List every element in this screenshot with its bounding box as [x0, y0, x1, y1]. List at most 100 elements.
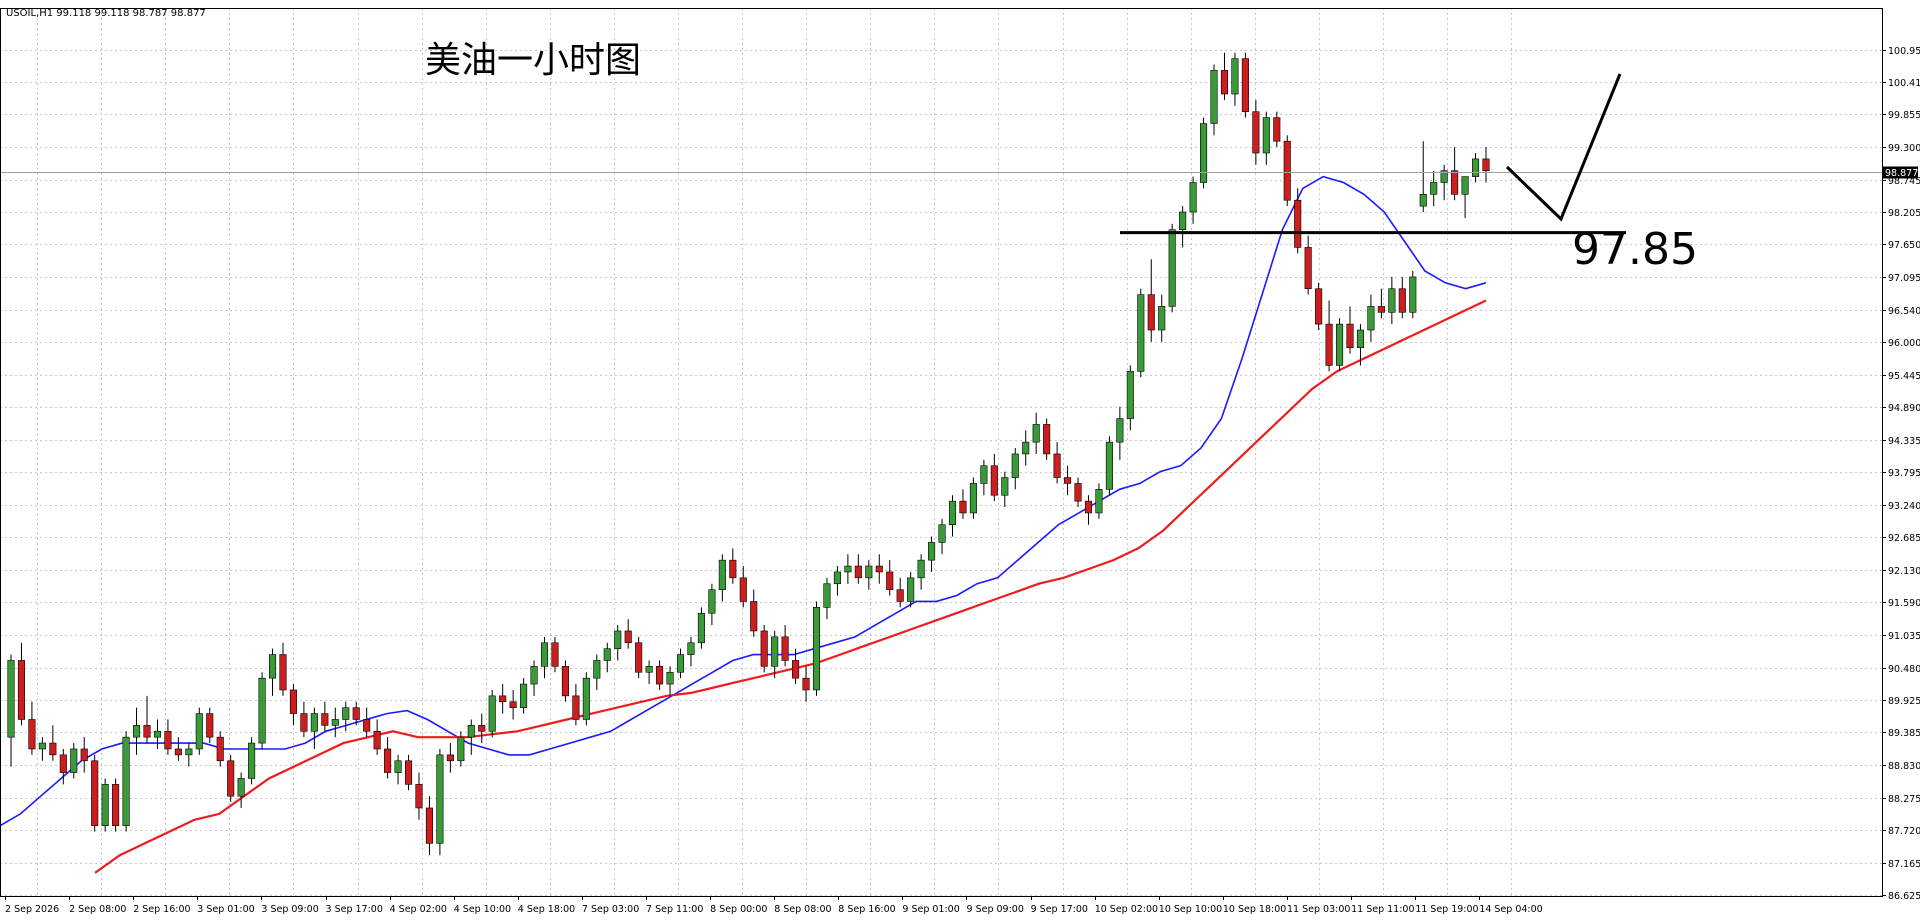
candle-bear: [1304, 247, 1312, 290]
y-tick-label: 86.625: [1888, 891, 1920, 902]
candle-bull: [1158, 306, 1166, 331]
candle-bear: [289, 689, 297, 714]
candle-bear: [1283, 140, 1291, 201]
y-tick-label: 87.165: [1888, 859, 1920, 870]
candle-bull: [823, 583, 831, 608]
time-axis[interactable]: 2 Sep 2026 2 Sep 08:00 2 Sep 16:00 3 Sep 01…: [5, 896, 1543, 915]
candle-bull: [1471, 158, 1480, 177]
candle-bear: [1346, 323, 1354, 349]
candle-bull: [771, 636, 779, 667]
y-tick-label: 92.130: [1888, 566, 1920, 577]
y-tick-label: 97.095: [1888, 273, 1920, 284]
x-tick-label: 10 Sep 18:00: [1223, 904, 1286, 915]
candle-bear: [164, 730, 172, 750]
y-tick-label: 96.540: [1888, 306, 1920, 317]
candle-bear: [1377, 306, 1385, 313]
candle-bull: [488, 695, 496, 732]
candle-bear: [174, 748, 182, 756]
candle-bull: [195, 713, 203, 750]
chart-header: USOIL,H1 99.118 99.118 98.787 98.877: [6, 8, 206, 19]
candle-bull: [153, 730, 161, 738]
candle-bear: [572, 695, 580, 720]
candle-bear: [80, 748, 88, 762]
candle-bear: [143, 725, 151, 738]
current-price-marker: [1882, 166, 1918, 179]
y-tick-label: 100.410: [1888, 78, 1920, 89]
candle-bear: [91, 760, 99, 826]
candle-bull: [1105, 441, 1113, 490]
y-tick-label: 97.650: [1888, 240, 1920, 251]
candle-bear: [112, 784, 120, 826]
candle-bear: [1084, 500, 1093, 514]
y-tick-label: 88.830: [1888, 761, 1920, 772]
candle-bear: [875, 565, 883, 573]
x-tick-label: 9 Sep 17:00: [1031, 904, 1088, 915]
candle-bear: [404, 760, 413, 785]
x-tick-label: 2 Sep 16:00: [133, 904, 190, 915]
candle-bear: [279, 654, 287, 691]
candle-bear: [1273, 117, 1281, 142]
candle-bull: [530, 666, 538, 685]
candle-bear: [415, 784, 423, 809]
candle-bear: [854, 565, 862, 579]
y-tick-label: 89.385: [1888, 728, 1920, 739]
x-tick-label: 3 Sep 17:00: [326, 904, 383, 915]
candle-bull: [248, 742, 256, 779]
candle-bear: [739, 577, 747, 602]
ma-fast-line: [0, 175, 1487, 827]
y-tick-label: 89.925: [1888, 696, 1920, 707]
candle-bull: [1116, 418, 1124, 443]
candle-bear: [321, 713, 329, 726]
candle-bear: [499, 695, 507, 703]
candle-bear: [17, 660, 26, 720]
x-tick-label: 9 Sep 09:00: [967, 904, 1024, 915]
candle-bull: [645, 666, 653, 673]
candle-bear: [446, 754, 454, 762]
y-tick-label: 91.035: [1888, 631, 1920, 642]
y-tick-label: 87.720: [1888, 826, 1920, 837]
candle-bull: [1336, 323, 1344, 366]
x-tick-label: 3 Sep 09:00: [261, 904, 318, 915]
candle-bull: [582, 677, 590, 720]
candle-bull: [1011, 453, 1019, 478]
x-tick-label: 7 Sep 03:00: [582, 904, 639, 915]
annotations: [0, 73, 1882, 235]
candle-bull: [812, 607, 821, 691]
candle-bull: [1168, 229, 1176, 307]
y-tick-label: 95.445: [1888, 371, 1920, 382]
candle-bull: [907, 577, 915, 602]
candle-bull: [687, 642, 695, 655]
candle-bull: [1262, 117, 1270, 154]
price-axis[interactable]: 100.950 100.410 99.855 99.300 98.745 98.205 97…: [1882, 46, 1920, 902]
candle-bear: [28, 719, 36, 750]
candle-bear: [656, 666, 664, 685]
x-tick-label: 9 Sep 01:00: [902, 904, 959, 915]
candle-bear: [59, 754, 67, 773]
candle-bull: [132, 725, 141, 738]
x-tick-label: 4 Sep 18:00: [518, 904, 575, 915]
candle-bear: [896, 589, 904, 602]
candle-bull: [844, 565, 852, 573]
candle-bull: [394, 760, 402, 773]
candle-bull: [969, 483, 977, 514]
y-tick-label: 99.855: [1888, 110, 1920, 121]
candle-bull: [237, 778, 245, 797]
candle-bull: [666, 671, 674, 685]
candle-bull: [928, 542, 936, 561]
candle-bear: [373, 730, 381, 750]
x-tick-label: 8 Sep 08:00: [774, 904, 831, 915]
candle-bear: [425, 807, 433, 844]
x-tick-label: 2 Sep 2026: [5, 904, 59, 915]
x-tick-label: 7 Sep 11:00: [646, 904, 703, 915]
candle-bear: [1325, 323, 1333, 366]
candle-bull: [1430, 182, 1438, 195]
candle-bear: [792, 660, 800, 679]
support-level-label: 97.85: [1572, 224, 1698, 275]
candle-bull: [603, 648, 611, 661]
candle-bull: [540, 642, 549, 667]
candle-bull: [938, 524, 946, 543]
candle-bear: [206, 713, 214, 738]
candle-bear: [635, 642, 643, 673]
candle-bear: [1053, 453, 1061, 478]
